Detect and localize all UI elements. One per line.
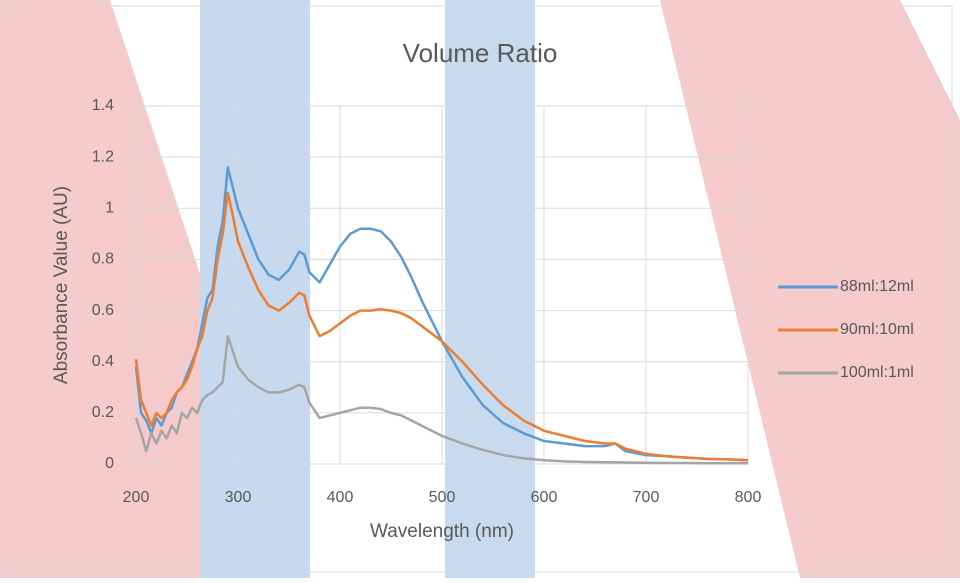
y-tick-label: 0.2 [92, 404, 114, 421]
x-tick-label: 500 [429, 489, 456, 506]
y-tick-label: 1 [105, 200, 114, 217]
x-tick-label: 200 [123, 489, 150, 506]
data-line [134, 334, 748, 465]
watermark-shape [445, 0, 535, 578]
y-tick-label: 0 [105, 455, 114, 472]
watermark-shape [660, 0, 960, 578]
x-tick-label: 300 [225, 489, 252, 506]
chart-title: Volume Ratio [403, 38, 558, 68]
y-axis-label: Absorbance Value (AU) [51, 186, 72, 384]
legend-label: 90ml:10ml [840, 321, 914, 338]
y-tick-label: 0.8 [92, 251, 114, 268]
chart-border [5, 5, 953, 573]
data-line [134, 191, 749, 462]
y-tick-label: 1.2 [92, 148, 114, 165]
y-tick-label: 1.4 [92, 97, 114, 114]
data-line [134, 166, 749, 462]
x-tick-label: 800 [735, 489, 762, 506]
watermark-shape [200, 0, 310, 578]
legend-label: 100ml:1ml [840, 364, 914, 381]
legend-label: 88ml:12ml [840, 278, 914, 295]
x-tick-label: 600 [531, 489, 558, 506]
x-axis-label: Wavelength (nm) [370, 521, 514, 542]
x-tick-label: 400 [327, 489, 354, 506]
watermark-shape [0, 0, 300, 578]
y-tick-label: 0.4 [92, 353, 114, 370]
y-tick-label: 0.6 [92, 302, 114, 319]
x-tick-label: 700 [633, 489, 660, 506]
